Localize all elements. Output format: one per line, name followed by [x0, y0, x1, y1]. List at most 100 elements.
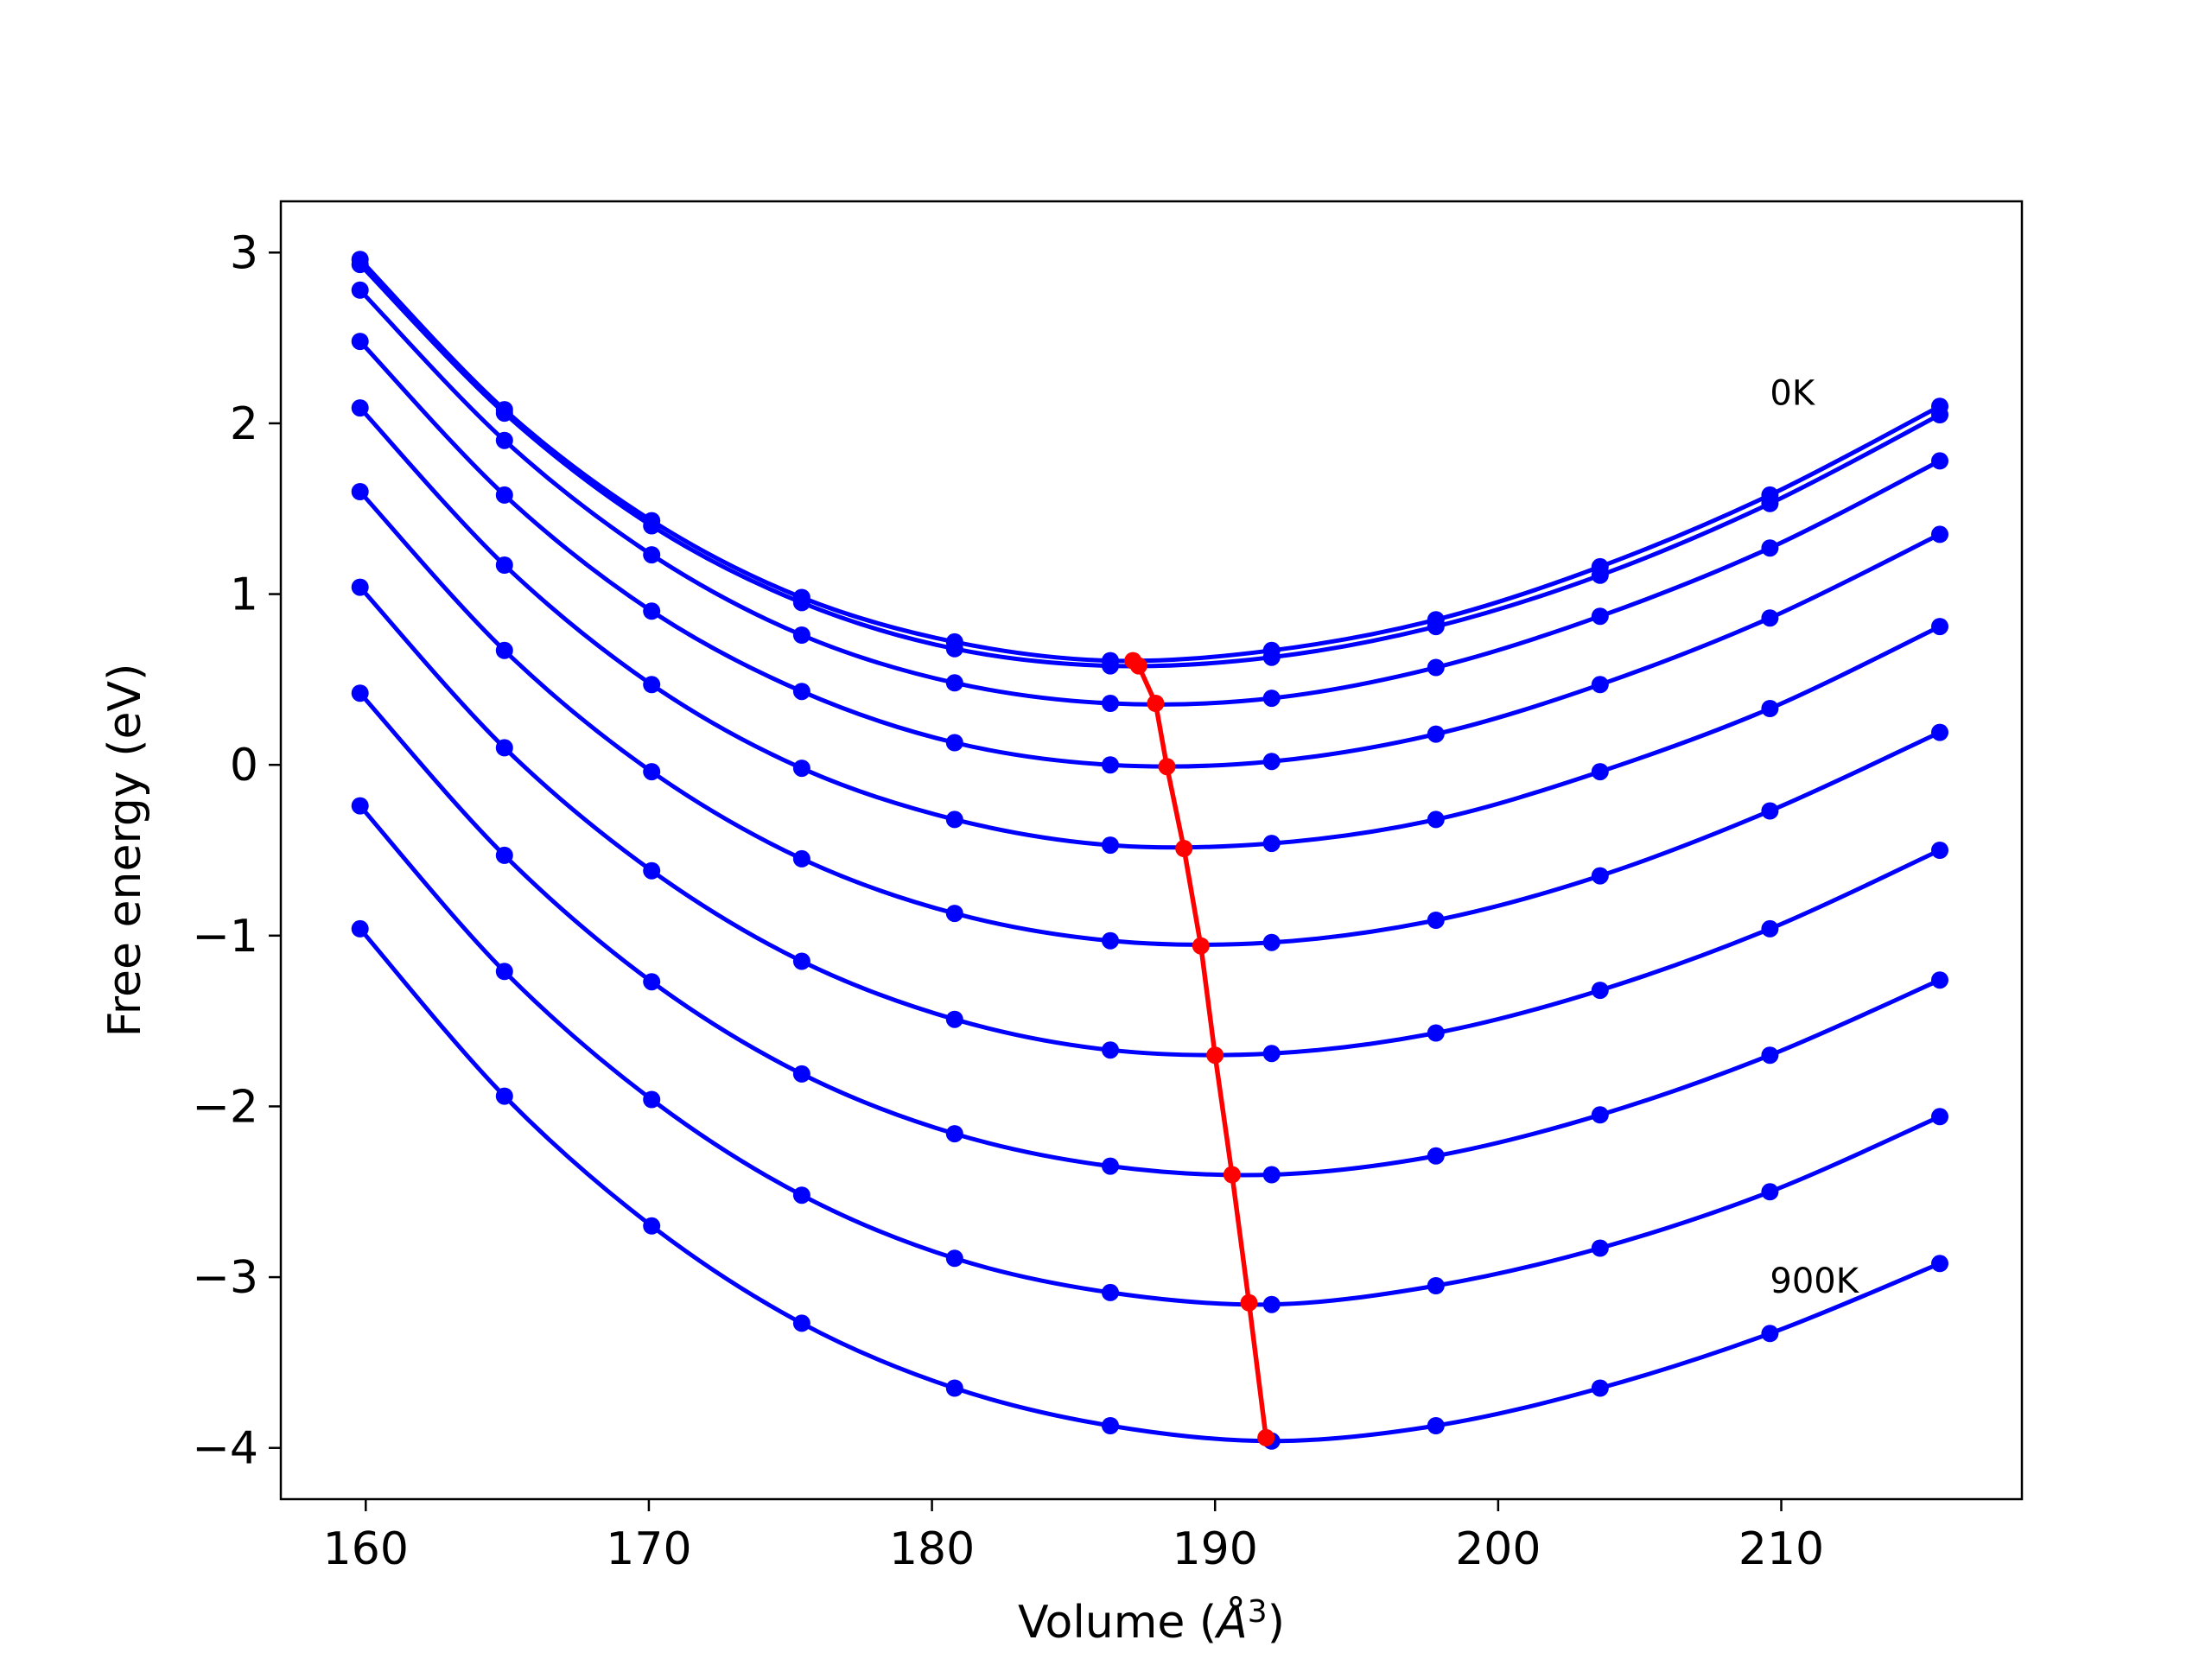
data-point-8-7 — [1427, 1277, 1445, 1294]
data-point-6-8 — [1591, 982, 1609, 1000]
axes-frame — [279, 200, 2024, 1501]
data-point-5-9 — [1761, 802, 1779, 820]
data-point-8-9 — [1761, 1183, 1779, 1201]
data-point-2-7 — [1427, 658, 1445, 677]
minimum-point-7 — [1223, 1166, 1241, 1184]
data-point-1-10 — [1931, 406, 1948, 423]
x-axis-ticks: 160 170 180 190 200 210 — [323, 1499, 1824, 1575]
data-point-5-8 — [1591, 867, 1609, 885]
y-tick-label: −2 — [192, 1081, 258, 1133]
data-point-6-7 — [1427, 1024, 1445, 1042]
curve-annotations: 0K 900K — [1770, 373, 1859, 1301]
data-point-9-3 — [792, 1314, 810, 1332]
data-point-2-0 — [351, 281, 369, 299]
data-point-1-7 — [1427, 618, 1445, 636]
data-point-2-4 — [945, 674, 963, 692]
data-point-9-10 — [1931, 1255, 1948, 1273]
data-point-1-6 — [1262, 648, 1281, 666]
y-axis-ticks: 3 2 1 0 −1 −2 −3 −4 — [192, 227, 281, 1475]
data-point-6-9 — [1761, 919, 1779, 938]
data-point-5-1 — [495, 641, 513, 659]
data-point-1-1 — [495, 404, 513, 423]
minima-line — [1131, 658, 1268, 1439]
data-point-3-4 — [945, 734, 963, 752]
data-point-3-6 — [1262, 753, 1281, 771]
data-point-4-2 — [643, 676, 661, 694]
plot-content — [351, 251, 1948, 1450]
data-point-4-9 — [1761, 700, 1779, 717]
data-point-9-9 — [1761, 1325, 1779, 1343]
data-point-6-10 — [1931, 842, 1948, 859]
data-point-5-6 — [1262, 933, 1281, 951]
data-point-7-4 — [945, 1125, 963, 1143]
data-point-2-6 — [1262, 690, 1281, 708]
y-tick-label: −3 — [192, 1252, 258, 1304]
data-point-9-4 — [945, 1379, 963, 1397]
series-line-9 — [358, 927, 1941, 1444]
data-point-1-8 — [1591, 566, 1609, 584]
data-point-6-3 — [792, 952, 810, 970]
data-point-7-1 — [495, 846, 513, 864]
data-point-9-1 — [495, 1087, 513, 1105]
y-tick-label: 0 — [230, 740, 258, 791]
data-point-3-8 — [1591, 676, 1609, 694]
data-point-3-10 — [1931, 525, 1948, 543]
data-point-4-8 — [1591, 763, 1609, 781]
data-point-3-1 — [495, 486, 513, 504]
data-point-4-1 — [495, 556, 513, 574]
data-point-5-2 — [643, 763, 661, 781]
data-point-7-3 — [792, 1065, 810, 1083]
minimum-point-1 — [1129, 657, 1147, 675]
data-point-7-10 — [1931, 971, 1948, 989]
data-point-8-8 — [1591, 1239, 1609, 1257]
data-point-4-7 — [1427, 810, 1445, 829]
x-tick-label: 190 — [1173, 1523, 1258, 1575]
curve-annotation: 900K — [1770, 1262, 1859, 1301]
x-tick-label: 170 — [606, 1523, 691, 1575]
data-point-2-8 — [1591, 607, 1609, 626]
x-axis-label: Volume (Å3) — [1018, 1594, 1285, 1649]
data-point-7-2 — [643, 973, 661, 991]
data-point-7-6 — [1262, 1166, 1281, 1184]
x-tick-label: 210 — [1738, 1523, 1824, 1575]
y-tick-label: −4 — [192, 1423, 258, 1475]
data-point-1-3 — [792, 594, 810, 612]
data-point-2-2 — [643, 546, 661, 564]
minimum-point-4 — [1175, 840, 1193, 857]
y-tick-label: 3 — [230, 227, 258, 279]
data-point-6-0 — [351, 578, 369, 596]
y-tick-label: −1 — [192, 911, 258, 963]
data-point-7-0 — [351, 684, 369, 702]
minimum-point-8 — [1240, 1294, 1258, 1312]
data-point-8-5 — [1102, 1283, 1119, 1301]
data-point-3-7 — [1427, 725, 1445, 743]
data-point-1-4 — [945, 639, 963, 658]
minimum-point-6 — [1206, 1046, 1224, 1065]
data-point-2-5 — [1102, 695, 1119, 712]
minimum-point-5 — [1192, 937, 1210, 955]
data-point-3-0 — [351, 333, 369, 351]
x-tick-label: 200 — [1455, 1523, 1541, 1575]
data-point-8-3 — [792, 1186, 810, 1205]
data-point-7-8 — [1591, 1106, 1609, 1124]
data-point-9-8 — [1591, 1379, 1609, 1397]
data-point-3-2 — [643, 602, 661, 620]
curve-annotation: 0K — [1770, 373, 1815, 413]
data-point-1-9 — [1761, 494, 1779, 512]
data-point-5-0 — [351, 483, 369, 500]
data-point-3-5 — [1102, 756, 1119, 774]
y-tick-label: 2 — [230, 398, 258, 450]
data-point-4-6 — [1262, 835, 1281, 853]
data-point-9-0 — [351, 919, 369, 938]
data-point-2-1 — [495, 431, 513, 449]
data-point-8-6 — [1262, 1295, 1281, 1313]
data-point-4-10 — [1931, 618, 1948, 636]
data-point-4-4 — [945, 810, 963, 829]
data-point-8-1 — [495, 963, 513, 981]
data-point-9-5 — [1102, 1417, 1119, 1434]
data-point-1-0 — [351, 256, 369, 274]
y-tick-label: 1 — [230, 569, 258, 621]
x-tick-label: 160 — [323, 1523, 409, 1575]
data-point-3-9 — [1761, 609, 1779, 627]
